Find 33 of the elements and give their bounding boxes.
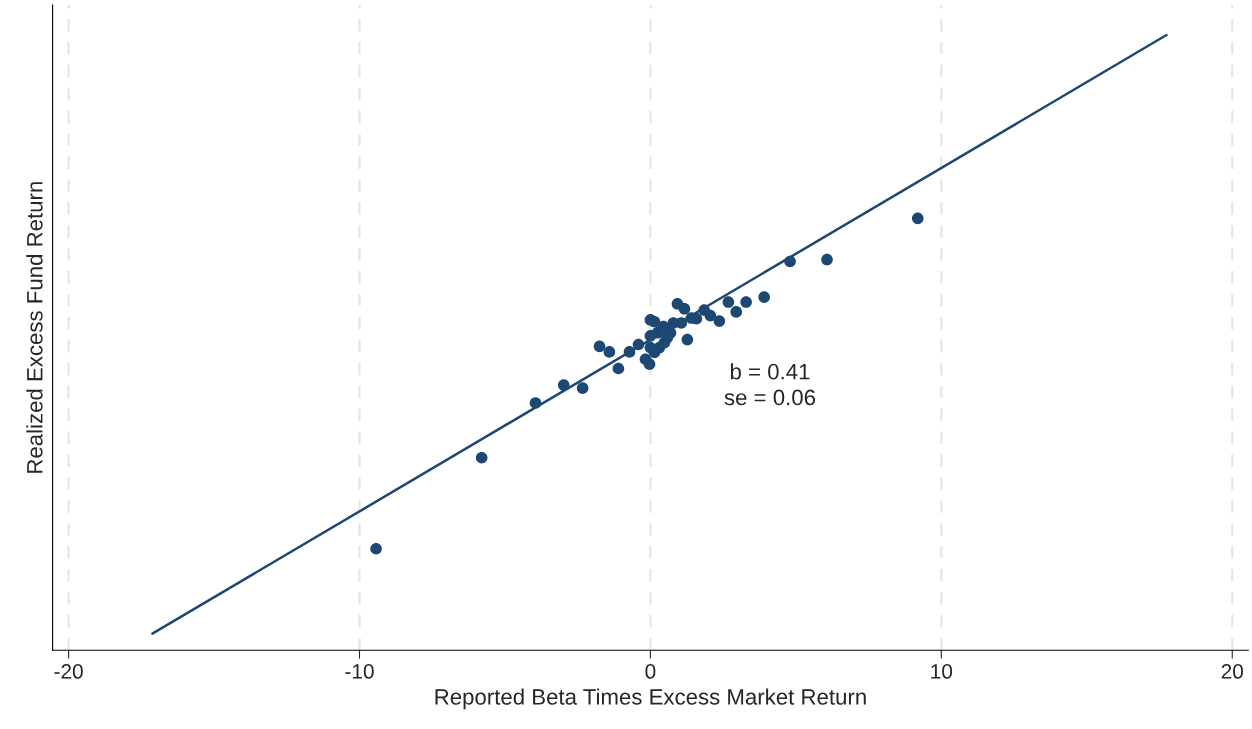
- point: [623, 346, 636, 358]
- x-axis-title: Reported Beta Times Excess Market Return: [435, 688, 866, 710]
- annotation: b = 0.41: [730, 363, 810, 380]
- x-tick-label: 0: [645, 664, 656, 679]
- point: [730, 306, 743, 318]
- point: [576, 382, 589, 394]
- point: [557, 379, 570, 391]
- point: [740, 296, 752, 308]
- annotation: se = 0.06: [724, 389, 816, 406]
- x-tick-label: 10: [931, 664, 953, 679]
- point: [529, 397, 542, 409]
- point: [664, 327, 677, 339]
- x-tick-label: -10: [345, 664, 374, 679]
- point: [821, 253, 833, 266]
- point: [612, 362, 625, 375]
- x-tick-label: 20: [1221, 664, 1244, 679]
- point: [704, 309, 717, 322]
- point: [370, 542, 382, 555]
- point: [911, 212, 924, 225]
- point: [643, 358, 656, 370]
- point: [678, 303, 691, 315]
- y-axis-title: Realized Excess Fund Return: [26, 182, 43, 473]
- point: [713, 315, 726, 327]
- point: [722, 296, 735, 308]
- point: [475, 451, 488, 464]
- x-tick-label: -20: [54, 664, 83, 679]
- point: [632, 338, 645, 351]
- point: [784, 255, 796, 268]
- point: [603, 346, 616, 358]
- point: [758, 291, 770, 303]
- point: [593, 340, 606, 353]
- point: [648, 315, 661, 328]
- point: [681, 333, 694, 346]
